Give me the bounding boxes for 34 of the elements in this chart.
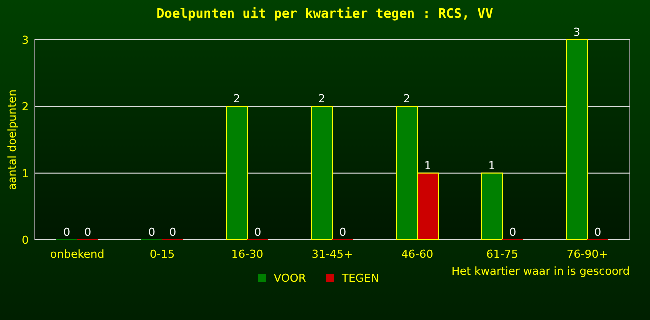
bar (566, 40, 588, 240)
bar (481, 172, 503, 240)
x-tick-label: 61-75 (486, 248, 518, 261)
y-axis-title: aantal doelpunten (6, 90, 19, 190)
bar (311, 106, 333, 240)
y-tick-label: 0 (22, 234, 29, 247)
data-label: 1 (488, 159, 496, 172)
data-label: 2 (234, 92, 240, 106)
x-tick-label: 0-15 (150, 248, 175, 261)
data-label: 2 (404, 92, 410, 106)
x-tick-label: onbekend (50, 248, 105, 261)
y-tick-label: 2 (22, 100, 29, 114)
data-label: 0 (254, 226, 262, 239)
data-label: 0 (594, 226, 602, 239)
chart-title: Doelpunten uit per kwartier tegen : RCS, VV (156, 7, 494, 22)
data-label: 0 (64, 226, 70, 239)
x-axis-title: Het kwartier waar in is gescoord (452, 265, 630, 278)
data-label: 0 (148, 226, 156, 239)
data-label: 0 (84, 226, 92, 239)
text: VOOR (274, 272, 307, 285)
data-label: 1 (424, 159, 432, 172)
bar (226, 106, 248, 240)
data-label: 3 (574, 26, 580, 39)
data-label: 0 (340, 226, 346, 239)
data-label: 0 (170, 226, 176, 239)
x-tick-label: 76-90+ (566, 248, 608, 261)
legend-label: TEGEN (341, 272, 380, 285)
data-label: 2 (318, 92, 326, 106)
x-tick-label: 16-30 (232, 248, 264, 261)
y-tick-label: 3 (22, 34, 29, 47)
data-label: 0 (510, 226, 516, 239)
y-tick-label: 1 (22, 167, 29, 180)
x-tick-label: 31-45+ (312, 248, 354, 261)
x-tick-label: 46-60 (402, 248, 434, 261)
